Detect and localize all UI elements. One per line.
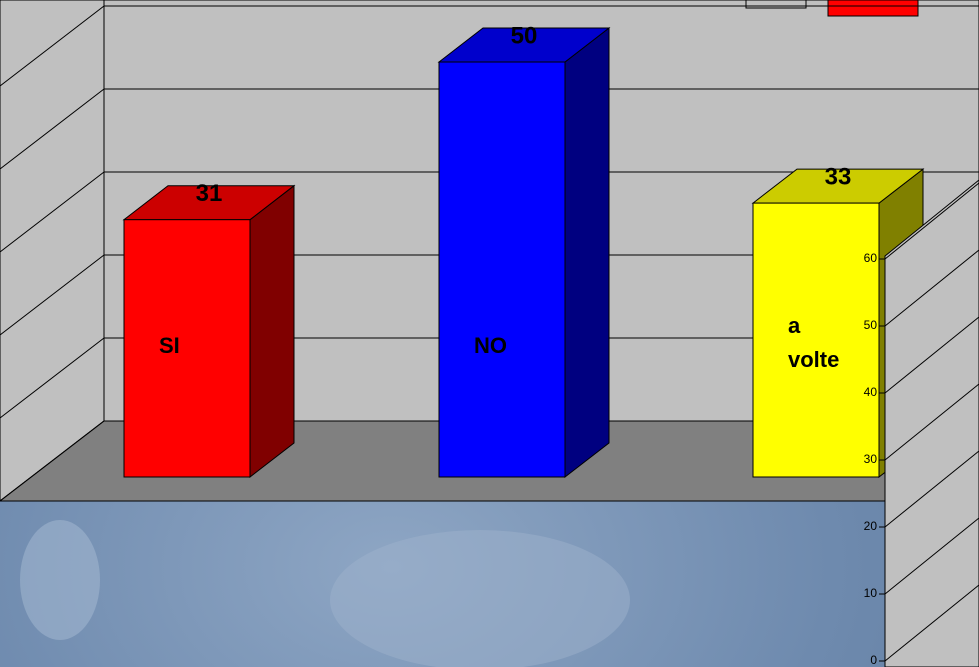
grid-line xyxy=(884,249,979,327)
grid-line xyxy=(884,450,979,528)
panel-wall xyxy=(884,179,979,667)
texture xyxy=(20,520,100,640)
grid-line xyxy=(884,584,979,662)
legend-fragment xyxy=(827,0,919,17)
category-label: a volte xyxy=(788,313,839,372)
grid-line xyxy=(884,383,979,461)
y-tick-label: 40 xyxy=(864,385,878,399)
category-label: SI xyxy=(159,333,180,358)
bar-side xyxy=(249,184,295,479)
y-tick-label: 0 xyxy=(870,653,877,667)
y-tick-label: 10 xyxy=(864,586,878,600)
bar xyxy=(123,219,251,478)
grid-line xyxy=(884,182,979,260)
category-label-line: volte xyxy=(788,347,839,372)
grid-line xyxy=(0,171,105,253)
grid-line xyxy=(0,420,105,502)
bar xyxy=(438,61,566,478)
value-label: 50 xyxy=(511,22,538,49)
y-tick-label: 30 xyxy=(864,452,878,466)
category-label: NO xyxy=(474,333,507,358)
texture xyxy=(330,530,630,667)
grid-line xyxy=(0,5,105,87)
bar-side xyxy=(564,26,610,479)
grid-line xyxy=(0,337,105,419)
value-label: 31 xyxy=(196,180,223,207)
grid-line xyxy=(884,316,979,394)
y-tick-label: 20 xyxy=(864,519,878,533)
legend-fragment xyxy=(745,0,807,9)
y-tick-label: 50 xyxy=(864,318,878,332)
grid-line xyxy=(0,254,105,336)
category-label-line: a xyxy=(788,313,801,338)
grid-line xyxy=(0,88,105,170)
bar xyxy=(752,202,880,478)
grid-line xyxy=(884,517,979,595)
y-tick-label: 60 xyxy=(864,251,878,265)
value-label: 33 xyxy=(825,163,852,190)
side-wall xyxy=(0,0,105,502)
